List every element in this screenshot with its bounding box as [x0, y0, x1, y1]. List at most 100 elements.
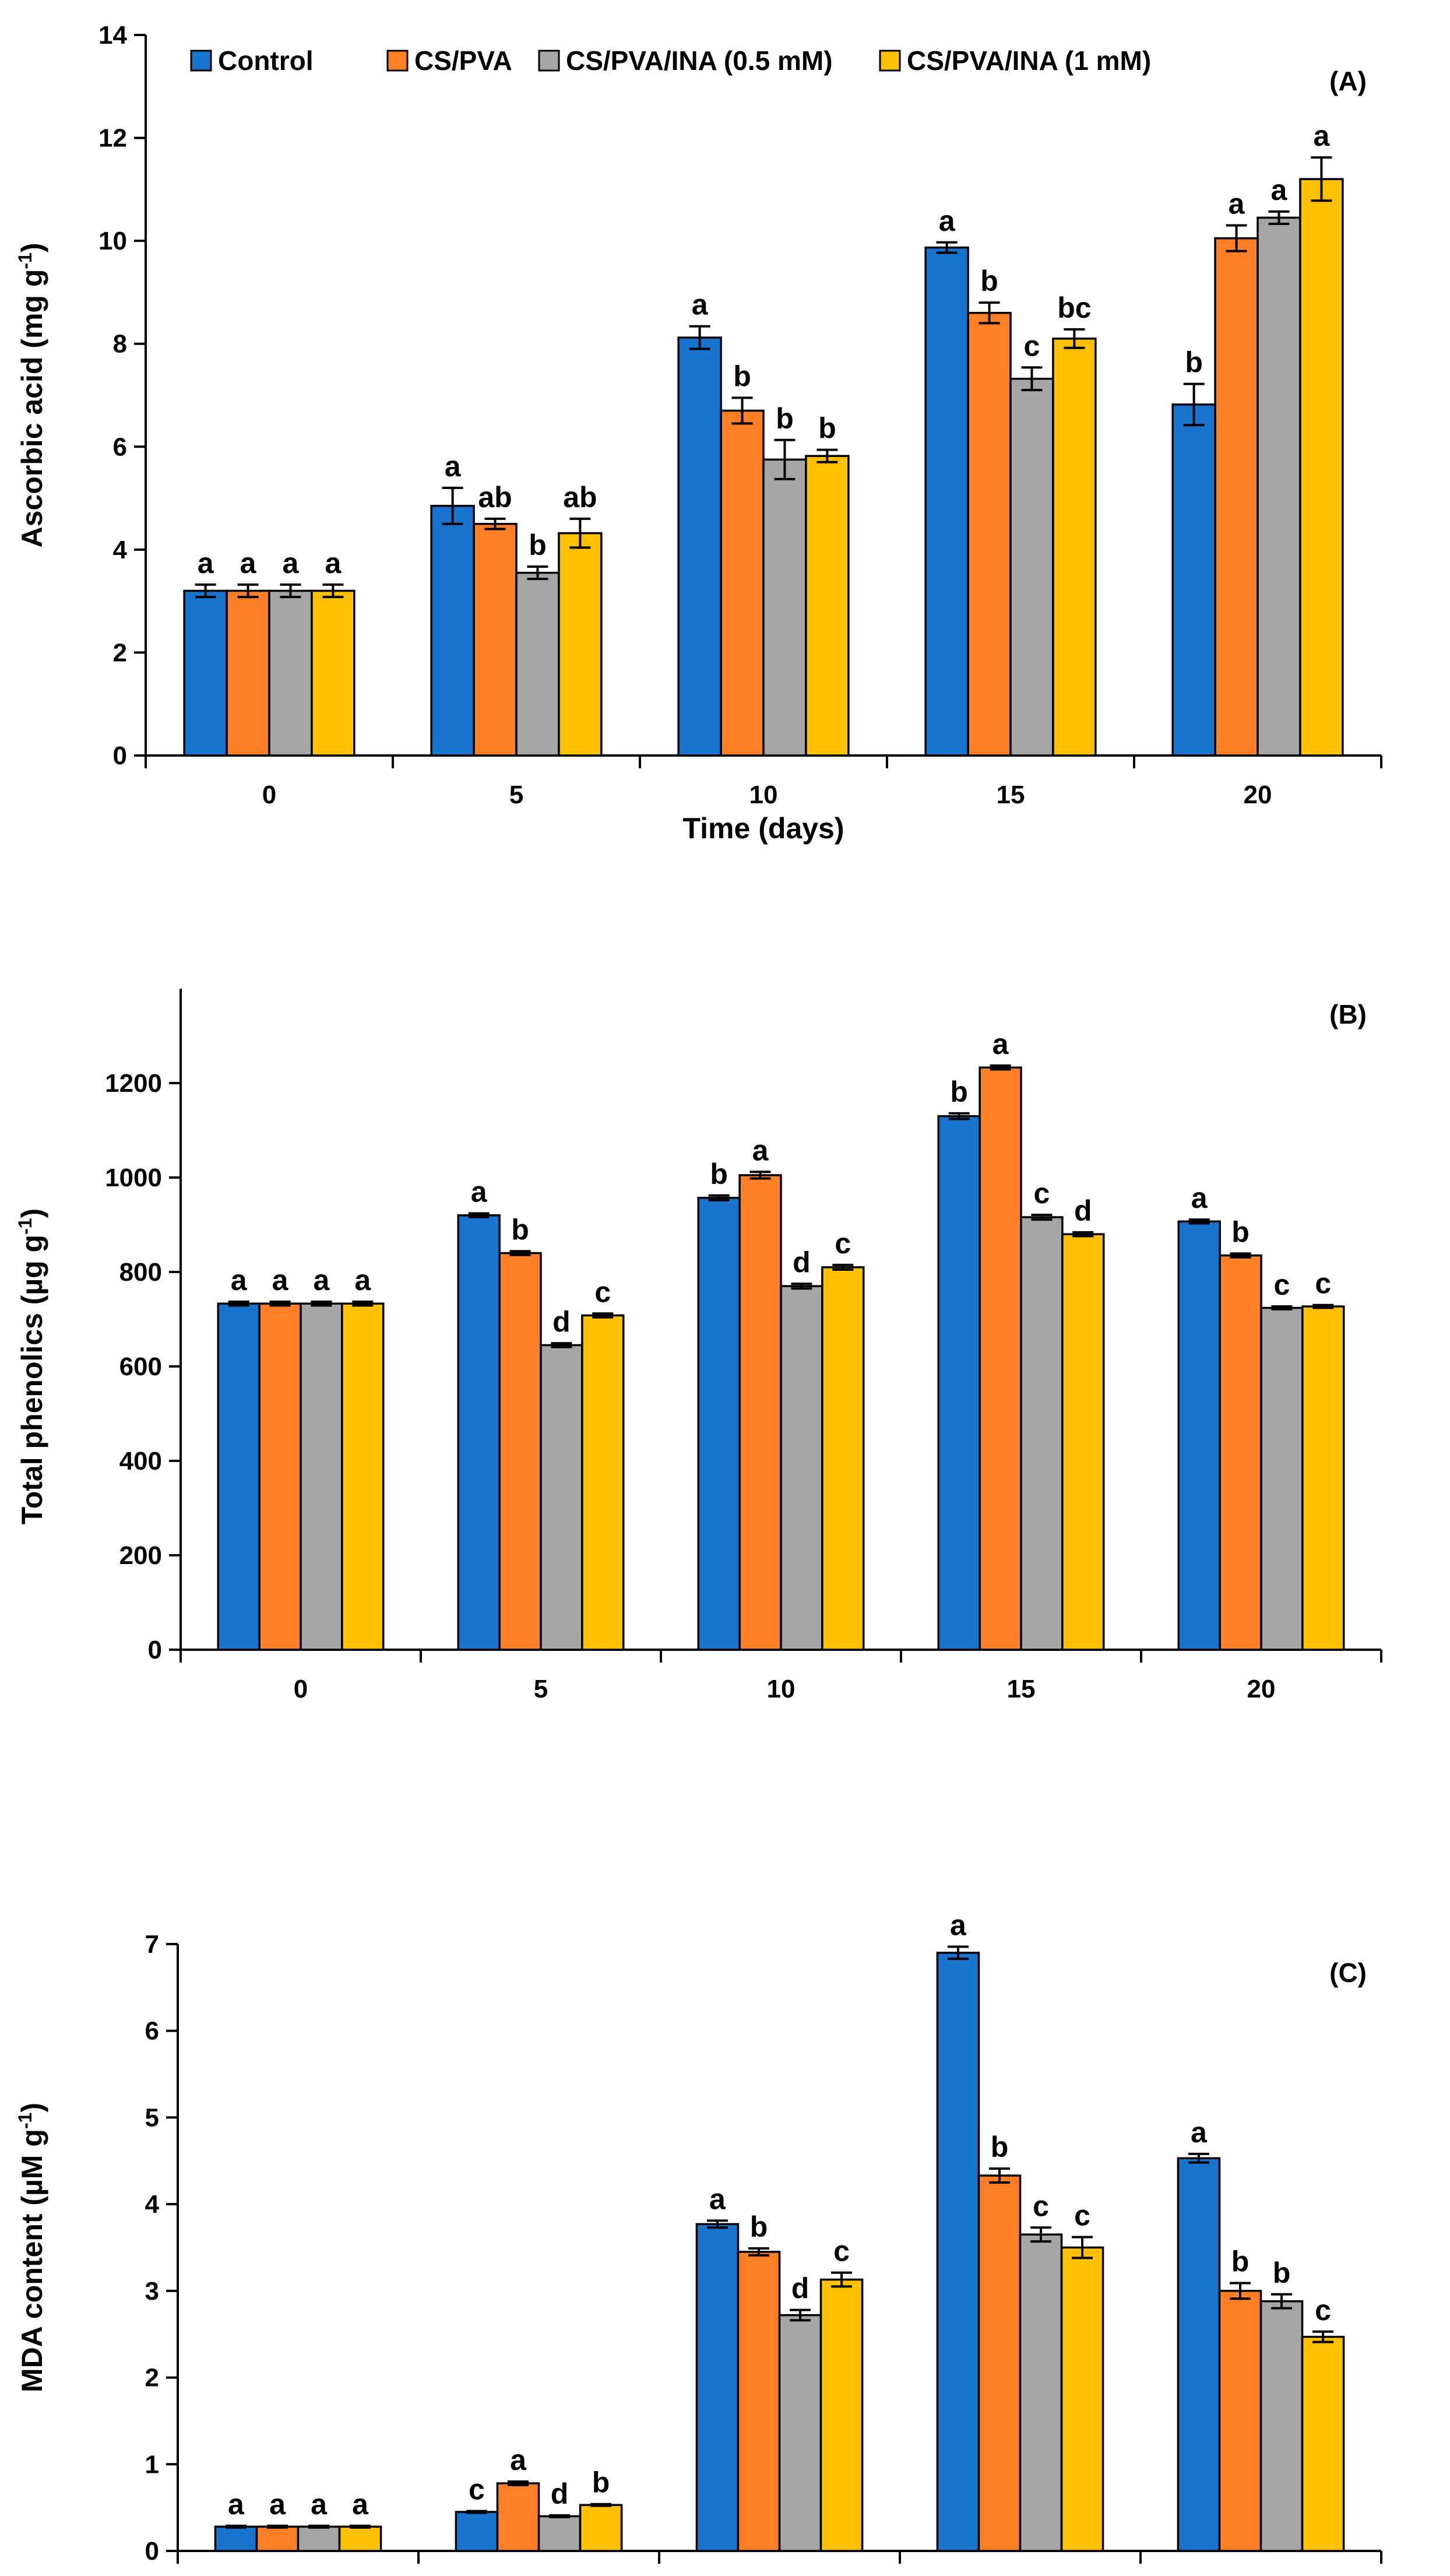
legend-swatch: [879, 50, 901, 72]
y-tick-label: 1: [145, 2450, 159, 2479]
significance-letter: a: [198, 547, 214, 579]
significance-letter: a: [709, 2183, 726, 2215]
y-tick-label: 6: [113, 433, 127, 461]
x-axis-title: Time (days): [683, 812, 844, 845]
legend-swatch: [538, 50, 560, 72]
bar: [738, 1174, 782, 1651]
significance-letter: b: [1231, 2245, 1250, 2278]
significance-letter: a: [1191, 2116, 1208, 2149]
significance-letter: b: [991, 2131, 1009, 2163]
x-tick-label: 0: [294, 1675, 308, 1703]
bar: [581, 1314, 625, 1651]
significance-letter: c: [1033, 2190, 1049, 2222]
legend-label: CS/PVA/INA (0.5 mM): [566, 45, 833, 76]
y-tick-label: 0: [113, 741, 127, 770]
y-axis-title: MDA content (µM g-1): [15, 2103, 48, 2392]
bar: [498, 1252, 542, 1651]
bar: [1301, 2335, 1345, 2552]
significance-letter: a: [314, 1264, 330, 1296]
bar: [1020, 1216, 1064, 1651]
significance-letter: a: [752, 1134, 769, 1166]
significance-letter: ab: [478, 481, 512, 514]
bar: [677, 336, 722, 757]
significance-letter: d: [791, 2272, 810, 2305]
significance-letter: b: [511, 1213, 529, 1246]
bar: [1218, 2290, 1262, 2552]
bar: [1301, 1305, 1345, 1651]
bar: [1177, 1220, 1221, 1651]
bar: [1299, 178, 1344, 757]
legend: Control CS/PVA CS/PVA/INA (0.5 mM) CS/PVA/I…: [190, 45, 1151, 76]
y-tick-label: 2: [113, 638, 127, 667]
bar: [1259, 2300, 1304, 2552]
panel-c-mda-content: 0123456705101520aaaacadbabdcabccabbc(C)M…: [15, 1909, 1382, 2566]
panel-label: (C): [1329, 1958, 1367, 1988]
significance-letter: a: [311, 2488, 328, 2521]
legend-swatch: [386, 50, 409, 72]
bar: [255, 2525, 300, 2552]
legend-swatch: [190, 50, 212, 72]
y-axis-title-end: ): [16, 2103, 48, 2113]
x-tick-label: 20: [1244, 781, 1272, 809]
bar: [1260, 1306, 1304, 1651]
bar: [1060, 2246, 1104, 2552]
y-axis-title-end: ): [16, 1208, 48, 1218]
y-tick-label: 400: [119, 1447, 162, 1475]
y-tick-label: 14: [98, 21, 127, 50]
y-axis-title: Total phenolics (µg g-1): [15, 1208, 48, 1524]
bar: [737, 2251, 781, 2552]
significance-letter: b: [592, 2466, 610, 2499]
bar: [979, 1066, 1022, 1651]
significance-letter: a: [950, 1909, 967, 1941]
significance-letter: a: [272, 1264, 289, 1296]
y-tick-label: 1000: [105, 1164, 162, 1192]
bar: [217, 1302, 261, 1651]
bar: [268, 589, 313, 757]
y-tick-label: 6: [145, 2017, 159, 2046]
significance-letter: a: [231, 1264, 248, 1296]
x-tick-label: 5: [509, 781, 523, 809]
bar: [1219, 1254, 1262, 1651]
y-tick-label: 3: [145, 2277, 159, 2306]
significance-letter: a: [228, 2488, 245, 2521]
significance-letter: b: [1231, 1215, 1250, 1248]
bar: [936, 1952, 980, 2552]
significance-letter: c: [1315, 2294, 1331, 2327]
bar: [455, 2511, 499, 2552]
bar: [558, 532, 603, 757]
bar: [697, 1197, 741, 1651]
bar: [967, 311, 1012, 757]
bar: [1214, 237, 1259, 757]
significance-letter: a: [939, 205, 956, 237]
bar: [924, 246, 969, 757]
y-tick-label: 4: [145, 2190, 160, 2219]
y-axis-title-main: Total phenolics (µg g: [16, 1235, 48, 1524]
significance-letter: a: [445, 450, 462, 483]
bar: [515, 571, 560, 757]
significance-letter: a: [510, 2444, 527, 2476]
y-tick-label: 12: [98, 124, 127, 153]
bar: [1052, 338, 1097, 757]
significance-letter: a: [1229, 188, 1245, 220]
significance-letter: c: [1274, 1268, 1290, 1301]
significance-letter: b: [529, 529, 547, 561]
y-axis-title-main: Ascorbic acid (mg g: [16, 269, 48, 548]
x-tick-label: 15: [997, 781, 1025, 809]
bar: [214, 2525, 258, 2552]
x-tick-label: 20: [1247, 1675, 1276, 1703]
panel-label: (A): [1329, 66, 1367, 96]
x-tick-label: 10: [749, 781, 778, 809]
significance-letter: b: [733, 360, 751, 392]
significance-letter: d: [793, 1246, 811, 1278]
x-tick-label: 15: [1007, 1675, 1036, 1703]
bar: [258, 1302, 302, 1651]
significance-letter: a: [352, 2488, 369, 2521]
significance-letter: a: [269, 2488, 286, 2521]
y-tick-label: 10: [98, 227, 127, 255]
bar: [819, 2278, 864, 2552]
significance-letter: a: [1191, 1182, 1208, 1214]
bar: [579, 2504, 623, 2552]
